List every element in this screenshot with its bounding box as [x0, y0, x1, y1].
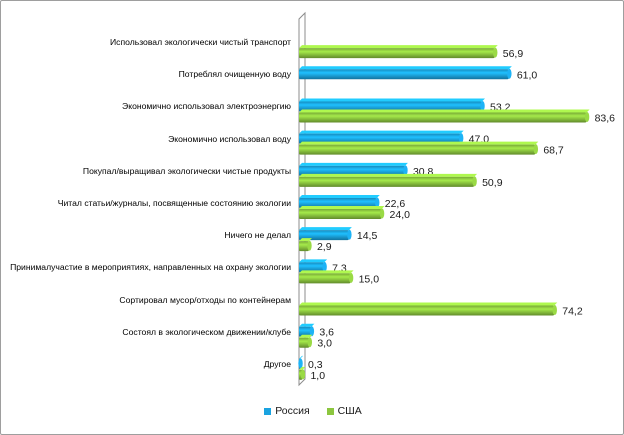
bar-usa [299, 337, 310, 348]
data-label-usa: 24,0 [390, 209, 411, 221]
bar-cap-russia [298, 358, 303, 369]
category-label: Использовал экологически чистый транспор… [109, 36, 291, 47]
legend-label-russia: Россия [275, 405, 310, 417]
category-label: Принималучастие в мероприятиях, направле… [10, 262, 291, 273]
bar-cap-usa [307, 337, 313, 348]
legend: Россия США [1, 405, 623, 418]
bar-russia [299, 69, 509, 80]
bar-russia [299, 101, 483, 112]
bar-russia [299, 326, 312, 337]
bar-cap-russia [322, 261, 327, 272]
bar-top-usa [299, 334, 313, 338]
data-label-russia: 0,3 [308, 359, 323, 371]
bar-top-usa [299, 302, 558, 306]
bar-cap-russia [403, 165, 408, 176]
bar-usa [299, 48, 495, 59]
bar-usa [299, 112, 587, 123]
category-label: Экономично использовал воду [168, 133, 291, 144]
bar-cap-russia [458, 133, 464, 144]
bar-cap-russia [507, 68, 512, 79]
data-label-russia: 14,5 [357, 230, 378, 242]
legend-item-russia: Россия [264, 405, 310, 417]
bar-top-usa [299, 173, 478, 177]
bar-cap-russia [480, 100, 485, 111]
category-label: Состоял в экологическом движении/клубе [122, 326, 291, 337]
bar-cap-russia [347, 229, 352, 240]
data-label-russia: 61,0 [517, 69, 538, 81]
data-label-usa: 74,2 [562, 306, 583, 318]
bar-russia [299, 262, 325, 273]
data-label-usa: 2,9 [317, 241, 332, 253]
data-label-russia: 22,6 [385, 198, 406, 210]
data-label-usa: 50,9 [482, 177, 503, 189]
bar-top-russia [299, 259, 328, 263]
bar-top-russia [299, 227, 352, 231]
legend-item-usa: США [326, 405, 362, 417]
bar-top-russia [299, 130, 464, 134]
bar-russia [299, 198, 377, 208]
bar-usa [299, 176, 475, 187]
bar-top-russia [299, 98, 486, 102]
bar-usa [299, 144, 536, 155]
bar-top-russia [299, 66, 512, 70]
data-label-usa: 83,6 [595, 112, 616, 124]
bar-cap-russia [375, 197, 380, 208]
data-label-usa: 15,0 [359, 273, 380, 285]
bar-top-usa [299, 270, 354, 274]
category-label: Потреблял очищенную воду [178, 69, 291, 80]
bar-top-usa [299, 109, 590, 113]
bar-cap-usa [584, 111, 590, 122]
bar-cap-usa [493, 47, 498, 58]
bar-cap-usa [300, 369, 306, 380]
legend-label-usa: США [337, 405, 362, 417]
bar-top-russia [299, 355, 304, 359]
bar-top-usa [299, 206, 385, 209]
category-label: Ничего не делал [224, 229, 291, 240]
category-label: Экономично использовал электроэнергию [122, 101, 291, 112]
bar-usa [299, 241, 309, 252]
category-label: Читал статьи/журналы, посвященные состоя… [57, 197, 291, 208]
data-label-russia: 3,6 [319, 327, 334, 339]
bar-cap-usa [552, 305, 557, 316]
bar-cap-usa [472, 176, 477, 187]
legend-swatch-usa [326, 407, 334, 415]
bar-usa [299, 209, 382, 219]
category-label: Другое [263, 358, 291, 369]
bar-top-usa [299, 366, 306, 370]
data-label-usa: 56,9 [503, 48, 524, 60]
bar-russia [299, 165, 405, 176]
bar-cap-usa [348, 272, 354, 283]
bar-top-russia [299, 162, 408, 166]
bar-top-usa [299, 45, 498, 49]
category-label: Сортировал мусор/отходы по контейнерам [119, 294, 291, 305]
bar-russia [299, 133, 461, 144]
bar-cap-usa [307, 240, 312, 251]
bar-cap-russia [309, 326, 315, 337]
bar-usa [299, 305, 555, 316]
bar-russia [299, 230, 349, 241]
category-label: Покупал/выращивал экологически чистые пр… [82, 165, 291, 176]
data-label-usa: 68,7 [543, 145, 564, 157]
data-label-usa: 3,0 [317, 338, 332, 350]
bar-cap-usa [533, 144, 539, 155]
bar-usa [299, 273, 351, 284]
data-label-usa: 1,0 [310, 370, 325, 382]
bar-top-usa [299, 141, 539, 145]
legend-swatch-russia [264, 407, 272, 415]
bar-top-russia [299, 195, 380, 198]
bar-cap-usa [379, 208, 385, 219]
bar-top-usa [299, 238, 312, 242]
bar-top-russia [299, 323, 315, 327]
